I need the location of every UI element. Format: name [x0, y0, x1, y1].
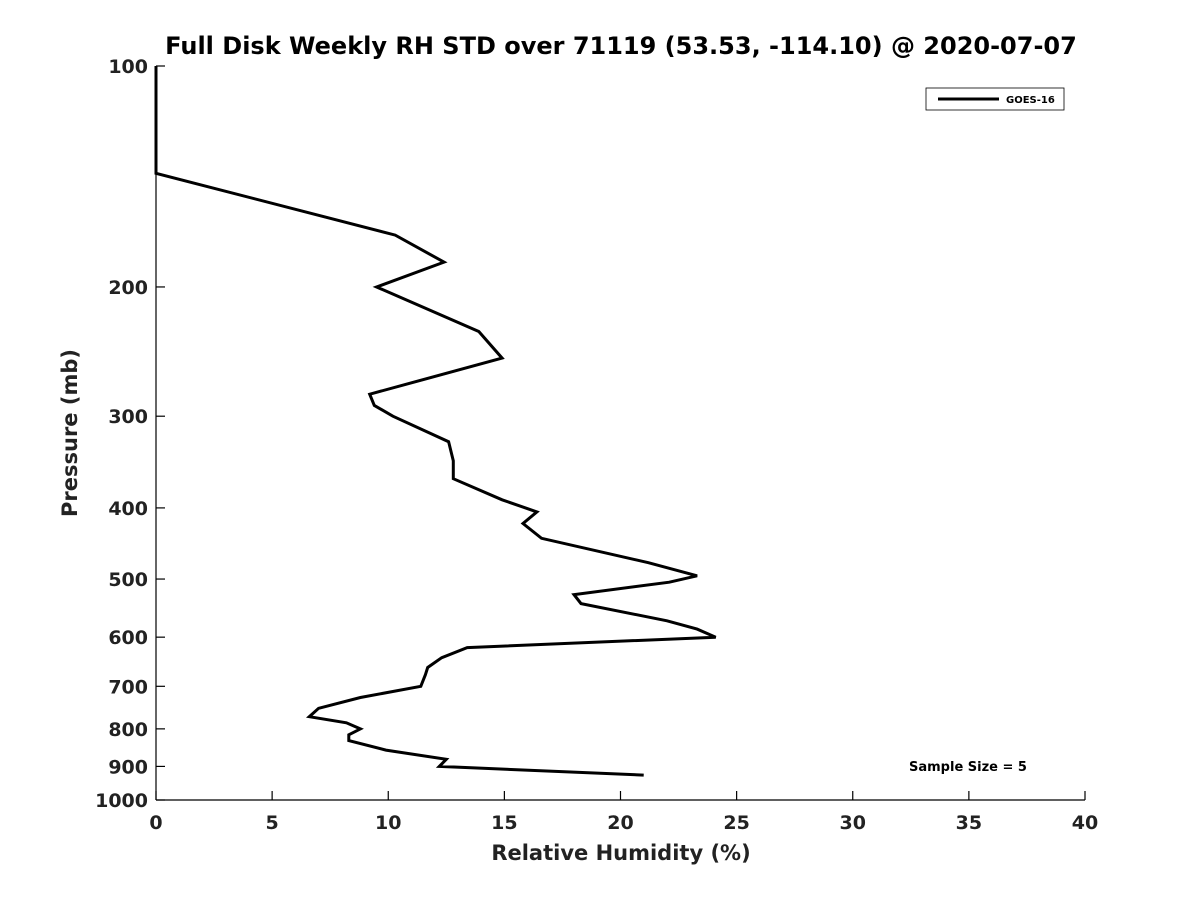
series-layer: [154, 66, 717, 777]
x-tick-label: 5: [266, 812, 279, 834]
x-tick-label: 25: [723, 812, 749, 834]
series-line-goes-16: [154, 66, 717, 777]
y-tick-label: 500: [108, 569, 148, 591]
y-tick-label: 300: [108, 406, 148, 428]
y-tick-label: 800: [108, 719, 148, 741]
y-tick-label: 200: [108, 277, 148, 299]
legend: GOES-16: [925, 87, 1065, 111]
y-tick-label: 1000: [95, 790, 148, 812]
y-tick-label: 400: [108, 498, 148, 520]
x-tick-label: 10: [375, 812, 401, 834]
x-tick-label: 40: [1072, 812, 1098, 834]
chart-title: Full Disk Weekly RH STD over 71119 (53.5…: [165, 32, 1077, 60]
y-tick-label: 600: [108, 627, 148, 649]
x-axis-label: Relative Humidity (%): [491, 841, 750, 865]
x-axis-ticks: 0 5 10 15 20 25 30 35 40: [149, 791, 1098, 834]
x-tick-label: 15: [491, 812, 517, 834]
x-tick-label: 0: [149, 812, 162, 834]
legend-label-goes-16: GOES-16: [1006, 95, 1055, 106]
y-axis-label: Pressure (mb): [58, 349, 82, 517]
plot-area: 0 5 10 15 20 25 30 35 40 100 200 300 400 500 600 700 80…: [95, 56, 1098, 834]
y-tick-label: 100: [108, 56, 148, 78]
y-tick-label: 700: [108, 676, 148, 698]
x-tick-label: 30: [840, 812, 866, 834]
x-tick-label: 20: [607, 812, 633, 834]
x-tick-label: 35: [956, 812, 982, 834]
sample-size-annotation: Sample Size = 5: [909, 760, 1027, 775]
y-axis-ticks: 100 200 300 400 500 600 700 800 900 1000: [95, 56, 165, 812]
y-tick-label: 900: [108, 756, 148, 778]
